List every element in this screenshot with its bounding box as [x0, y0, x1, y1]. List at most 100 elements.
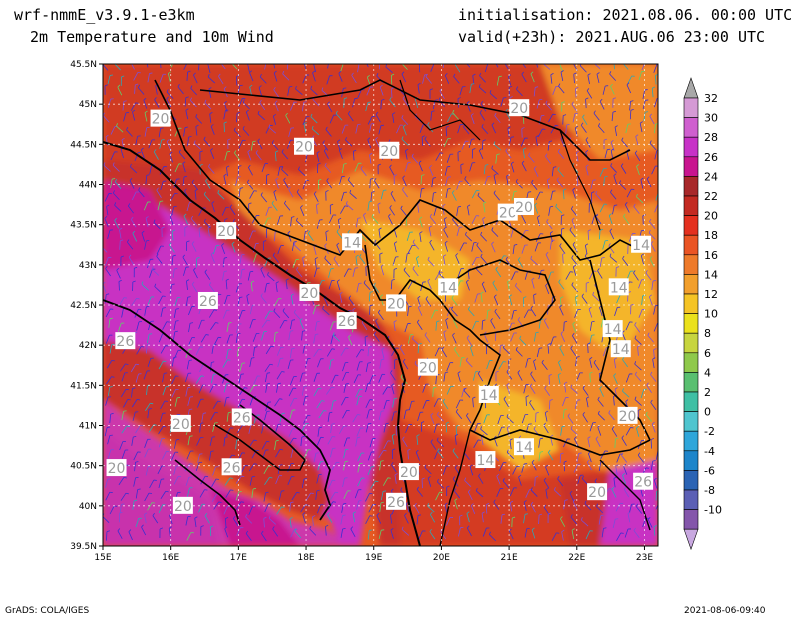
wind-barb-flag [146, 174, 150, 176]
wind-barb [653, 305, 656, 315]
wind-barb [299, 320, 304, 330]
wind-barb-flag [543, 61, 544, 64]
wind-barb-flag [453, 73, 456, 77]
wind-barb-flag [249, 84, 253, 88]
wind-barb [623, 216, 630, 224]
wind-barb [356, 361, 360, 371]
wind-barb [171, 451, 176, 461]
wind-barb-flag [198, 226, 202, 229]
wind-barb-flag [570, 384, 573, 388]
wind-barb [511, 310, 515, 320]
wind-barb [452, 219, 459, 227]
wind-barb-flag [416, 434, 420, 437]
wind-barb [459, 242, 465, 252]
wind-barb-flag [464, 231, 467, 235]
wind-barb [443, 229, 449, 238]
wind-barb-flag [218, 73, 221, 77]
wind-barb [634, 338, 642, 345]
wind-barb-flag [494, 57, 496, 59]
wind-barb [457, 268, 462, 278]
wind-barb [144, 492, 150, 502]
wind-barb [135, 489, 139, 499]
wind-barb [138, 189, 145, 198]
wind-barb [497, 415, 502, 425]
wind-barb-flag [437, 478, 439, 483]
wind-barb [477, 373, 484, 382]
wind-barb-flag [238, 346, 242, 348]
wind-barb [563, 438, 568, 448]
wind-barb-flag [609, 253, 612, 257]
wind-barb-flag [545, 410, 548, 414]
wind-barb [235, 176, 238, 186]
wind-barb-flag [207, 74, 210, 78]
wind-barb [549, 240, 552, 250]
wind-barb-flag [454, 488, 457, 492]
wind-barb-flag [467, 204, 471, 207]
wind-barb-flag [365, 57, 367, 59]
wind-barb [365, 423, 369, 433]
wind-barb-flag [309, 525, 312, 530]
wind-barb [619, 182, 627, 190]
wind-barb-flag [467, 489, 471, 493]
contour-label-text: 20 [174, 499, 192, 515]
wind-barb [123, 399, 129, 408]
wind-barb [422, 400, 427, 409]
wind-barb-flag [369, 291, 373, 293]
wind-barb [443, 218, 447, 228]
wind-barb [289, 518, 292, 528]
wind-barb [521, 74, 527, 83]
wind-barb [211, 203, 215, 213]
wind-barb [357, 64, 360, 73]
wind-barb [174, 297, 178, 307]
wind-barb [519, 338, 527, 346]
contour-label: 14 [478, 385, 499, 404]
wind-barb [641, 64, 645, 71]
wind-barb-flag [210, 252, 214, 255]
wind-barb [585, 530, 591, 540]
wind-barb [559, 245, 566, 254]
wind-barb [303, 415, 308, 424]
wind-barb-flag [251, 280, 255, 283]
wind-barb [569, 229, 576, 238]
wind-barb-flag [528, 152, 531, 156]
wind-barb-flag [564, 381, 568, 384]
wind-barb [274, 232, 276, 242]
wind-barb [173, 321, 176, 331]
wind-barb-flag [127, 203, 131, 207]
wind-barb-flag [273, 189, 277, 193]
wind-barb [314, 258, 317, 268]
wind-barb [354, 489, 359, 499]
wind-barb [454, 435, 457, 445]
wind-barb [210, 374, 214, 384]
wind-barb [392, 113, 395, 123]
wind-barb [587, 230, 590, 240]
contour-label: 26 [231, 408, 252, 426]
wind-barb-flag [479, 72, 482, 76]
wind-barb [494, 115, 501, 123]
wind-barb [328, 280, 333, 290]
wind-barb [373, 334, 380, 342]
wind-barb-flag [274, 100, 278, 104]
wind-barb-flag [375, 111, 379, 115]
wind-barb [380, 296, 384, 306]
wind-barb-flag [313, 191, 317, 195]
wind-barb [185, 516, 189, 526]
wind-barb [589, 422, 594, 432]
wind-barb-flag [634, 371, 638, 375]
wind-barb [187, 436, 190, 446]
wind-barb [559, 307, 564, 316]
wind-barb [424, 467, 432, 475]
wind-barb [260, 194, 268, 203]
wind-barb-flag [492, 280, 496, 284]
wind-barb [562, 254, 564, 264]
wind-barb [275, 283, 278, 293]
colorbar-swatch [683, 411, 699, 432]
wind-barb [594, 64, 601, 70]
wind-barb-flag [343, 163, 347, 165]
wind-barb-flag [480, 426, 483, 430]
colorbar-swatch [683, 234, 699, 256]
wind-barb [127, 205, 134, 214]
wind-barb-flag [533, 426, 536, 430]
colorbar-top-arrow [683, 77, 699, 99]
wind-barb-flag [504, 59, 506, 61]
